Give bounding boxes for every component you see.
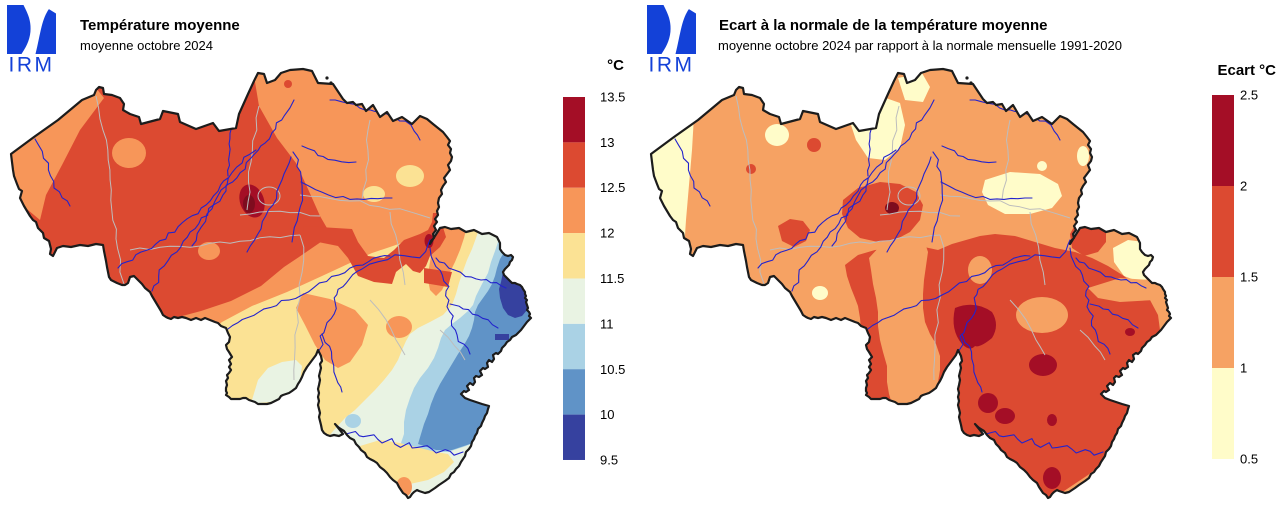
svg-text:12.5: 12.5: [600, 180, 625, 195]
svg-text:Ecart à la normale de la tempé: Ecart à la normale de la température moy…: [719, 17, 1047, 34]
svg-text:moyenne octobre 2024 par rappo: moyenne octobre 2024 par rapport à la no…: [718, 38, 1122, 53]
svg-text:12: 12: [600, 226, 614, 241]
svg-text:9.5: 9.5: [600, 453, 618, 468]
svg-text:10.5: 10.5: [600, 362, 625, 377]
svg-text:1: 1: [1240, 361, 1247, 376]
svg-text:Température moyenne: Température moyenne: [80, 17, 240, 34]
svg-text:10: 10: [600, 407, 614, 422]
svg-text:2.5: 2.5: [1240, 88, 1258, 103]
svg-text:13: 13: [600, 135, 614, 150]
svg-text:°C: °C: [607, 57, 624, 74]
svg-text:2: 2: [1240, 179, 1247, 194]
svg-text:IRM: IRM: [9, 54, 55, 77]
svg-text:0.5: 0.5: [1240, 452, 1258, 467]
svg-text:11: 11: [600, 316, 614, 331]
svg-text:1.5: 1.5: [1240, 270, 1258, 285]
svg-text:moyenne octobre 2024: moyenne octobre 2024: [80, 38, 213, 53]
svg-text:13.5: 13.5: [600, 90, 625, 105]
svg-text:11.5: 11.5: [600, 271, 624, 286]
svg-text:Ecart °C: Ecart °C: [1217, 62, 1276, 79]
